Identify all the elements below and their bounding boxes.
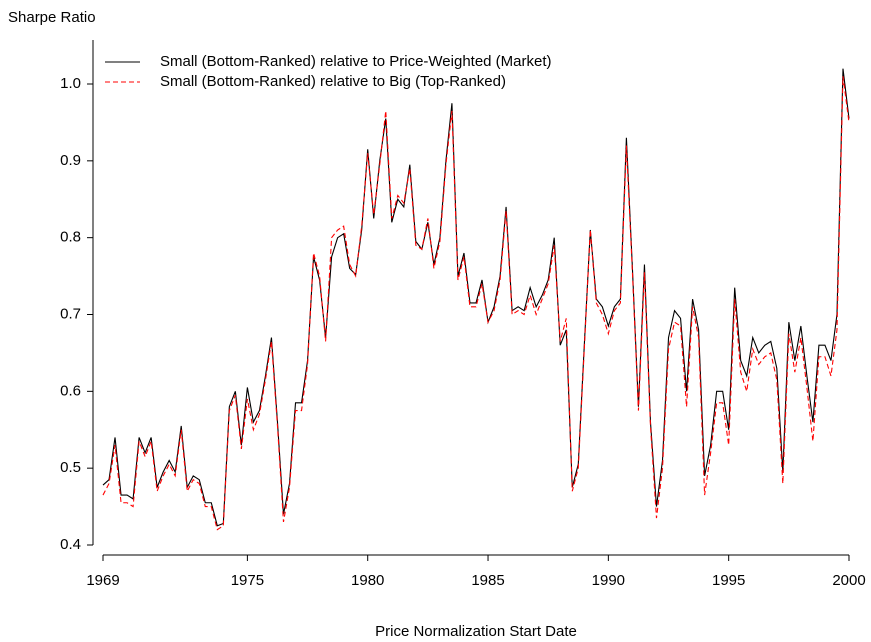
x-tick-label: 1975 (231, 572, 264, 589)
x-tick-label: 1985 (471, 572, 504, 589)
y-tick-label: 0.7 (60, 305, 81, 322)
x-axis-label: Price Normalization Start Date (375, 623, 577, 640)
y-tick-label: 0.4 (60, 536, 81, 553)
y-tick-label: 1.0 (60, 75, 81, 92)
y-tick-label: 0.9 (60, 152, 81, 169)
series-line (102, 68, 850, 527)
legend-label: Small (Bottom-Ranked) relative to Big (T… (160, 73, 506, 90)
series-line (102, 76, 850, 531)
y-tick-label: 0.5 (60, 459, 81, 476)
legend-label: Small (Bottom-Ranked) relative to Price-… (160, 53, 552, 70)
y-tick-label: 0.6 (60, 382, 81, 399)
x-tick-label: 2000 (832, 572, 865, 589)
x-tick-label: 1995 (712, 572, 745, 589)
y-axis-label: Sharpe Ratio (8, 9, 96, 26)
x-tick-label: 1969 (86, 572, 119, 589)
x-tick-label: 1980 (351, 572, 384, 589)
y-tick-label: 0.8 (60, 229, 81, 246)
x-tick-label: 1990 (592, 572, 625, 589)
